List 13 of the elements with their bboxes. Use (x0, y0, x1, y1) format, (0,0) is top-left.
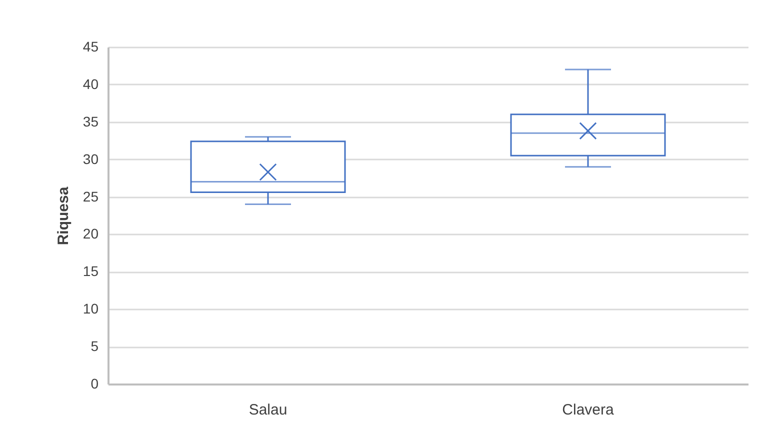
y-tick-label: 35 (82, 113, 99, 130)
y-tick-label: 5 (90, 338, 99, 354)
y-tick-label: 15 (82, 263, 99, 280)
y-tick-label: 20 (82, 226, 99, 242)
y-tick-label: 25 (82, 188, 99, 204)
y-tick-label: 40 (82, 76, 99, 92)
y-tick-label: 30 (82, 150, 99, 167)
y-axis-title: Riquesa (54, 186, 72, 246)
x-tick-label: Clavera (562, 402, 614, 418)
x-tick-label: Salau (248, 402, 288, 418)
y-tick-label: 0 (90, 376, 99, 392)
y-tick-label: 10 (82, 300, 99, 317)
y-tick-label: 45 (82, 38, 99, 54)
